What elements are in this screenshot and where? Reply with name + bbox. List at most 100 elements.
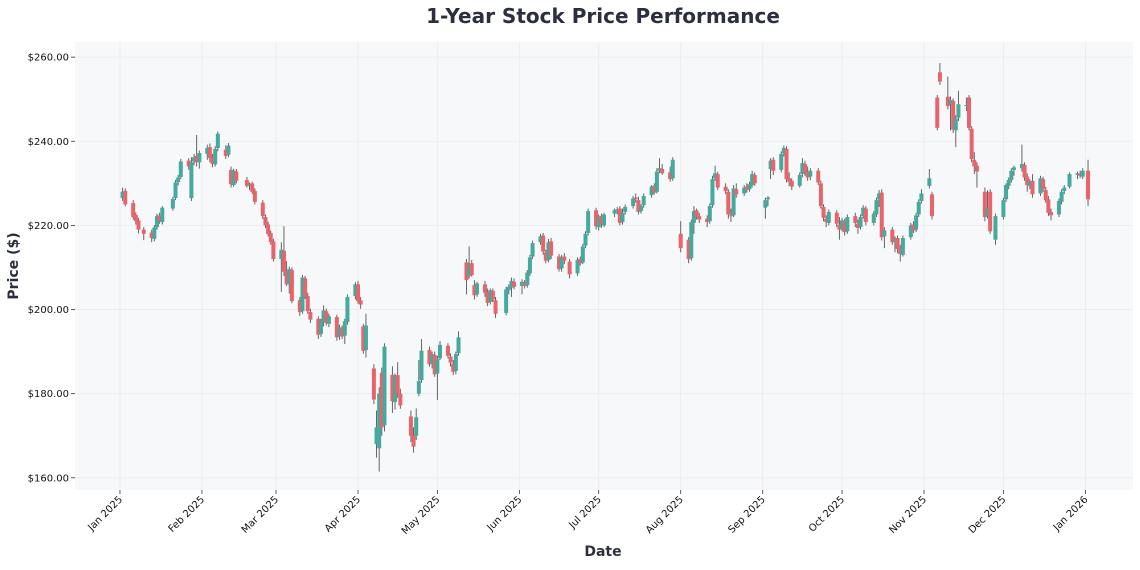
candle-up <box>279 242 284 292</box>
candle-down <box>123 188 128 207</box>
candle-up <box>342 318 347 345</box>
candle-body <box>543 252 548 261</box>
candle-body <box>861 207 866 217</box>
candle-body <box>279 249 284 260</box>
candle-body <box>765 197 770 200</box>
candle-body <box>398 393 403 406</box>
candle-body <box>438 344 443 359</box>
candle-up <box>176 174 181 186</box>
candle-body <box>469 263 474 276</box>
candle-down <box>723 183 728 195</box>
candle-body <box>818 183 823 207</box>
candle-body <box>636 200 641 212</box>
candle-up <box>620 208 625 225</box>
candle-body <box>1011 167 1016 170</box>
candle-down <box>951 98 956 133</box>
candle-up <box>575 257 580 276</box>
candle-body <box>623 206 628 212</box>
candle-body <box>393 376 398 403</box>
candle-body <box>1027 181 1032 186</box>
candle-body <box>668 172 673 180</box>
candle-up <box>326 313 331 328</box>
candle-down <box>250 181 255 194</box>
candle-down <box>1025 173 1030 192</box>
candle-body <box>580 246 585 263</box>
candle-body <box>855 223 860 228</box>
candle-body <box>340 328 345 337</box>
candle-up <box>1027 179 1032 190</box>
candle-body <box>250 183 255 192</box>
candle-body <box>509 280 514 288</box>
candle-up <box>377 387 382 472</box>
candle-body <box>911 224 916 231</box>
candle-body <box>152 227 157 239</box>
candle-body <box>321 310 326 323</box>
candle-down <box>678 221 683 253</box>
candle-down <box>834 210 839 228</box>
candle-body <box>205 148 210 154</box>
candle-body <box>382 346 387 426</box>
candle-body <box>268 232 273 243</box>
candle-body <box>750 174 755 186</box>
plot-area <box>75 42 1133 490</box>
candle-body <box>1086 170 1091 200</box>
candle-up <box>781 145 786 157</box>
candle-body <box>631 198 636 207</box>
candle-body <box>1080 170 1085 177</box>
candle-up <box>768 158 773 180</box>
candle-down <box>686 237 691 264</box>
candle-body <box>192 157 197 162</box>
candle-body <box>929 194 934 217</box>
candle-up <box>858 214 863 230</box>
candle-up <box>178 158 183 180</box>
x-axis-ticks: Jan 2025 Feb 2025 Mar 2025 Apr 2025 May 2025… <box>85 490 1091 537</box>
candle-body <box>779 153 784 170</box>
candle-down <box>744 183 749 193</box>
candle-up <box>710 175 715 208</box>
candle-body <box>337 327 342 337</box>
candle-body <box>541 235 546 252</box>
candle-up <box>713 165 718 181</box>
candle-down <box>969 126 974 163</box>
candle-up <box>927 169 932 189</box>
candle-body <box>472 285 477 296</box>
candle-body <box>914 215 919 230</box>
candle-down <box>149 229 154 243</box>
candle-body <box>586 211 591 233</box>
candle-down <box>512 278 517 290</box>
candle-down <box>472 280 477 300</box>
candle-body <box>821 206 826 218</box>
candle-up <box>908 222 913 240</box>
candle-body <box>892 238 897 242</box>
candle-down <box>141 227 146 241</box>
candle-up <box>1038 175 1043 196</box>
candle-body <box>223 149 228 156</box>
candle-up <box>160 206 165 225</box>
x-tick-label: Jun 2025 <box>485 494 525 534</box>
candle-body <box>546 242 551 260</box>
candle-up <box>345 294 350 325</box>
candle-body <box>969 128 974 159</box>
candle-up <box>1059 189 1064 205</box>
candle-body <box>445 345 450 356</box>
candle-body <box>1022 164 1027 178</box>
candle-body <box>522 282 527 286</box>
x-tick-label: Sep 2025 <box>726 494 767 535</box>
candle-body <box>527 257 532 274</box>
candle-body <box>691 211 696 223</box>
candle-up <box>1019 144 1024 172</box>
candle-body <box>935 97 940 128</box>
candle-body <box>1025 176 1030 186</box>
candle-up <box>874 197 879 217</box>
candle-up <box>623 204 628 215</box>
candle-body <box>816 170 821 183</box>
candle-up <box>914 212 919 233</box>
candle-body <box>435 359 440 374</box>
candle-body <box>744 186 749 191</box>
candle-down <box>297 296 302 316</box>
candle-body <box>620 212 625 223</box>
candle-down <box>229 166 234 188</box>
candle-up <box>1067 172 1072 189</box>
candle-up <box>763 197 768 219</box>
candle-body <box>742 187 747 194</box>
